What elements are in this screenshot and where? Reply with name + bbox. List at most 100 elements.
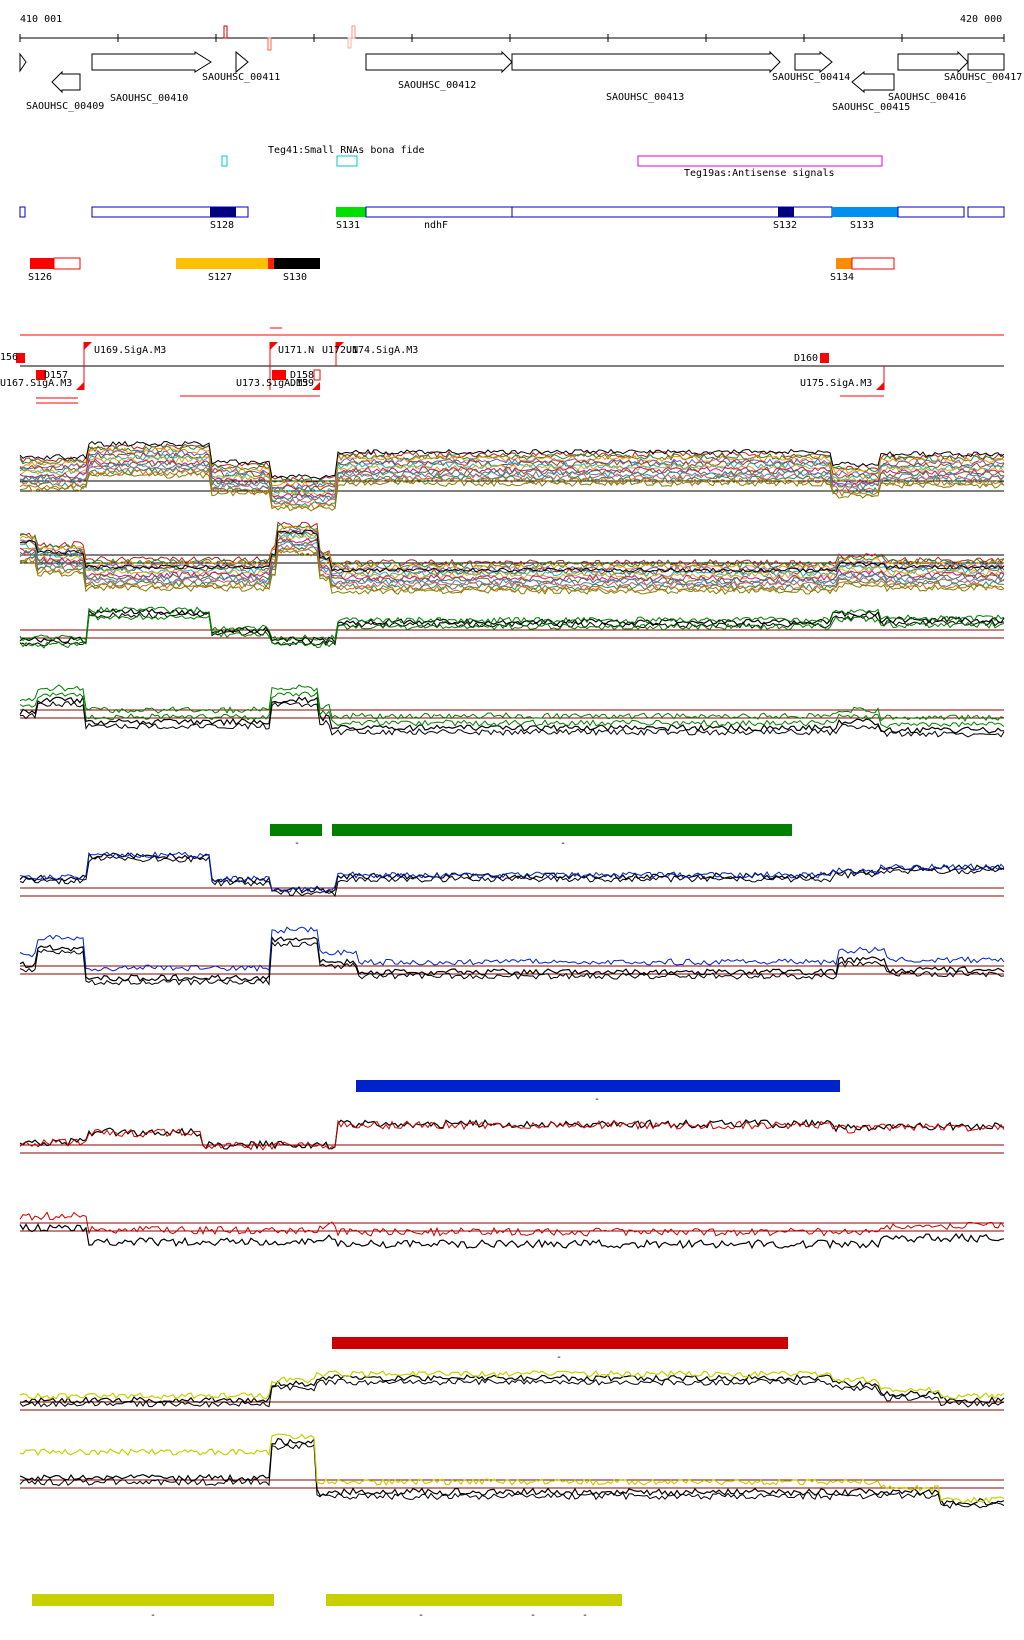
expression-trace (20, 541, 1005, 586)
gene-arrow-00417[interactable] (967, 53, 1005, 71)
expression-trace (19, 548, 1005, 593)
segment-label: S134 (830, 272, 854, 283)
segment-label: S133 (850, 220, 874, 231)
condition-bar-label: - (418, 1610, 424, 1621)
segment-track-2: S126 S127 S130 S134 (28, 257, 895, 283)
gene-label: SAOUHSC_00409 (26, 101, 104, 112)
expression-trace (19, 611, 1005, 647)
gene-labels: SAOUHSC_00409 SAOUHSC_00410 SAOUHSC_0041… (26, 72, 1022, 113)
expression-trace (19, 1370, 1005, 1400)
gene-label: SAOUHSC_00411 (202, 72, 280, 83)
expression-trace (19, 546, 1005, 591)
ruler-start-label: 410 001 (20, 14, 62, 25)
gene-label: SAOUHSC_00415 (832, 102, 910, 113)
expression-trace (19, 440, 1005, 480)
gene-label: SAOUHSC_00417 (944, 72, 1022, 83)
expression-trace (19, 691, 1005, 729)
promoter-label: U167.SigA.M3 (0, 378, 72, 389)
expression-trace (19, 940, 1005, 986)
condition-bar-label: - (530, 1610, 536, 1621)
expression-trace (19, 851, 1005, 893)
gene-label: SAOUHSC_00416 (888, 92, 966, 103)
expression-trace (19, 1223, 1005, 1250)
expression-trace (19, 445, 1005, 485)
ruler-end-label: 420 000 (960, 14, 1002, 25)
expression-trace (19, 455, 1005, 497)
expression-panel-multi-2 (19, 521, 1005, 596)
expression-trace (19, 521, 1005, 567)
gene-arrow-00415[interactable] (851, 70, 895, 94)
gene-arrow-00413[interactable] (511, 50, 781, 74)
gene-arrow-00414[interactable] (794, 50, 833, 74)
condition-bar (270, 824, 322, 836)
expression-trace (19, 695, 1005, 734)
gene-label: SAOUHSC_00413 (606, 92, 684, 103)
trace-group (19, 1119, 1005, 1250)
gene-arrow-00412[interactable] (365, 50, 513, 74)
expression-trace (19, 926, 1005, 972)
promoter-label: U175.SigA.M3 (800, 378, 872, 389)
trace-group (19, 521, 1005, 596)
expression-panel-red: - (19, 1119, 1005, 1363)
expression-trace (19, 549, 1005, 596)
segment-label: ndhF (424, 220, 448, 231)
trace-group (19, 606, 1005, 738)
promoter-label: D157 (44, 370, 68, 381)
expression-panel-multi-1 (19, 440, 1005, 512)
segment-label: S126 (28, 272, 52, 283)
expression-trace (19, 467, 1005, 508)
expression-trace (19, 530, 1005, 576)
expression-trace (19, 462, 1005, 503)
gene-arrow-00408[interactable] (19, 52, 27, 73)
gene-arrow-00416[interactable] (897, 50, 969, 74)
expression-trace (19, 533, 1005, 580)
expression-panel-green: - - (19, 606, 1005, 849)
gene-label: SAOUHSC_00412 (398, 80, 476, 91)
segment-label: S132 (773, 220, 797, 231)
expression-panel-blue: - (19, 851, 1005, 1105)
gene-track (19, 50, 1005, 94)
expression-trace (19, 855, 1005, 898)
expression-trace (19, 1119, 1005, 1151)
expression-trace (19, 1443, 1005, 1509)
expression-trace (19, 1373, 1005, 1405)
annotation-track: Teg41:Small RNAs bona fide Teg19as:Antis… (221, 145, 883, 179)
segment-label: S127 (208, 272, 232, 283)
gene-arrow-00409[interactable] (51, 70, 81, 94)
trace-group (19, 851, 1005, 986)
expression-trace (19, 464, 1005, 506)
expression-trace (19, 443, 1005, 484)
condition-bar (332, 824, 792, 836)
expression-trace (19, 1437, 1005, 1506)
promoter-label: U174.SigA.M3 (346, 345, 418, 356)
condition-bar (332, 1337, 788, 1349)
expression-trace (19, 1378, 1005, 1408)
expression-trace (19, 447, 1005, 488)
condition-bar-label: - (560, 838, 566, 849)
segment-label: S131 (336, 220, 360, 231)
condition-bar (356, 1080, 840, 1092)
expression-trace (19, 536, 1005, 582)
gene-label: SAOUHSC_00410 (110, 93, 188, 104)
promoter-label: U169.SigA.M3 (94, 345, 166, 356)
promoter-label: U173.SigA.M3 (236, 378, 308, 389)
gene-arrow-00410[interactable] (91, 51, 212, 73)
segment-track-1: S128 S131 ndhF S132 S133 (19, 206, 1005, 231)
expression-trace (19, 1119, 1005, 1150)
gene-arrow-00411[interactable] (235, 50, 249, 74)
expression-trace (19, 1211, 1005, 1237)
trace-group (19, 440, 1005, 512)
expression-trace (19, 468, 1005, 510)
coordinate-ruler: 410 001 420 000 (19, 14, 1005, 51)
gene-label: SAOUHSC_00414 (772, 72, 850, 83)
segment-label: S130 (283, 272, 307, 283)
promoter-label: D158 (290, 370, 314, 381)
condition-bar (32, 1594, 274, 1606)
condition-bar-label: - (150, 1610, 156, 1621)
condition-bar-label: - (294, 838, 300, 849)
expression-trace (19, 529, 1005, 573)
segment-label: S128 (210, 220, 234, 231)
condition-bar-label: - (582, 1610, 588, 1621)
promoter-label: D160 (794, 353, 818, 364)
